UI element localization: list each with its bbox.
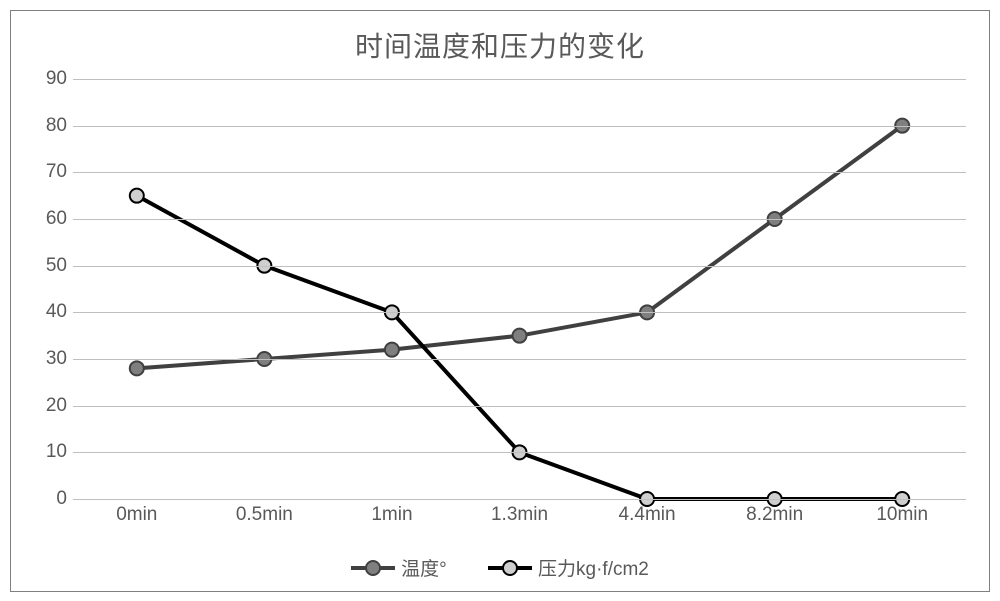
gridline bbox=[73, 219, 966, 220]
legend-label-pressure: 压力kg·f/cm2 bbox=[538, 554, 649, 581]
x-axis-label: 4.4min bbox=[619, 504, 676, 526]
y-axis-label: 70 bbox=[27, 161, 67, 183]
plot-area bbox=[73, 79, 966, 499]
x-axis-label: 8.2min bbox=[746, 504, 803, 526]
chart-container: 时间温度和压力的变化 温度° 压力kg·f/cm2 0 10 20 30 40 50 60 7… bbox=[10, 10, 990, 592]
x-axis-label: 0min bbox=[116, 504, 157, 526]
gridline bbox=[73, 499, 966, 500]
y-axis-label: 60 bbox=[27, 208, 67, 230]
series-marker bbox=[385, 343, 399, 357]
series-marker bbox=[130, 361, 144, 375]
y-axis-label: 20 bbox=[27, 395, 67, 417]
y-axis-label: 50 bbox=[27, 255, 67, 277]
y-axis-label: 80 bbox=[27, 115, 67, 137]
x-axis-label: 0.5min bbox=[236, 504, 293, 526]
x-axis-label: 1.3min bbox=[491, 504, 548, 526]
y-axis-label: 40 bbox=[27, 301, 67, 323]
gridline bbox=[73, 266, 966, 267]
legend-item-pressure: 压力kg·f/cm2 bbox=[488, 554, 649, 581]
y-axis-label: 30 bbox=[27, 348, 67, 370]
series-marker bbox=[513, 329, 527, 343]
y-axis-label: 90 bbox=[27, 68, 67, 90]
x-axis-label: 10min bbox=[876, 504, 928, 526]
gridline bbox=[73, 79, 966, 80]
legend-swatch-temperature bbox=[351, 561, 395, 575]
series-marker bbox=[130, 189, 144, 203]
legend: 温度° 压力kg·f/cm2 bbox=[11, 554, 989, 581]
y-axis-label: 0 bbox=[27, 488, 67, 510]
gridline bbox=[73, 172, 966, 173]
gridline bbox=[73, 359, 966, 360]
gridline bbox=[73, 406, 966, 407]
legend-item-temperature: 温度° bbox=[351, 554, 447, 581]
gridline bbox=[73, 452, 966, 453]
gridline bbox=[73, 312, 966, 313]
chart-svg bbox=[73, 79, 966, 499]
legend-label-temperature: 温度° bbox=[401, 554, 447, 581]
gridline bbox=[73, 126, 966, 127]
chart-title: 时间温度和压力的变化 bbox=[11, 25, 989, 65]
y-axis-label: 10 bbox=[27, 441, 67, 463]
legend-swatch-pressure bbox=[488, 561, 532, 575]
x-axis-label: 1min bbox=[371, 504, 412, 526]
